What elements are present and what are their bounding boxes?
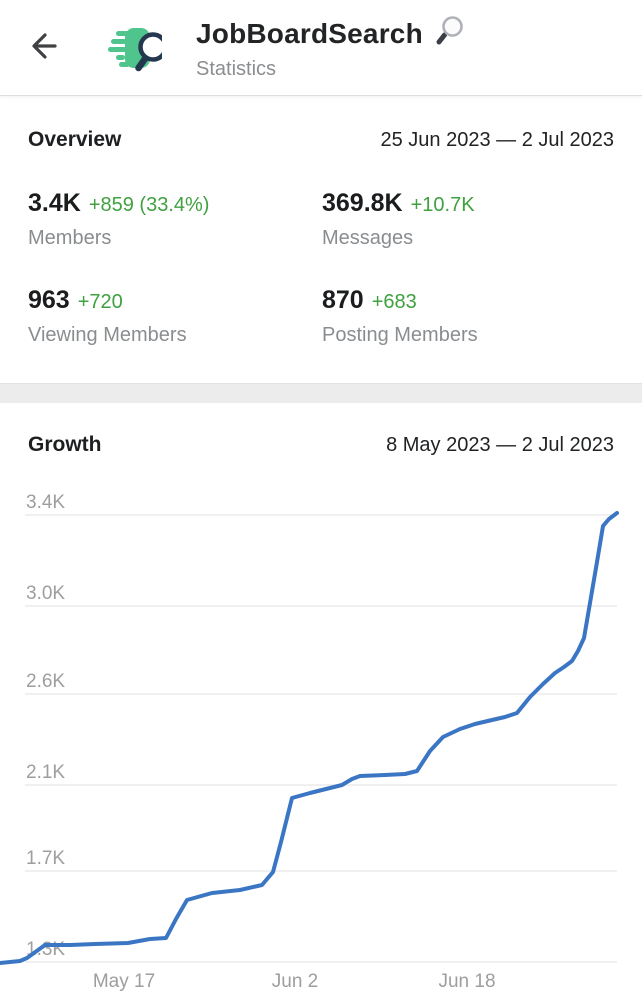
y-axis-label: 3.4K (26, 492, 65, 513)
x-axis-label: Jun 18 (438, 971, 495, 992)
y-axis-label: 2.1K (26, 762, 65, 783)
overview-heading: Overview (28, 128, 122, 151)
y-axis-label: 1.7K (26, 848, 65, 869)
y-axis-label: 2.6K (26, 671, 65, 692)
stat-label: Members (28, 227, 112, 249)
growth-section: Growth 8 May 2023 — 2 Jul 2023 3.4K 3.0K 2… (0, 403, 642, 994)
stat-value: 369.8K (322, 189, 403, 217)
stat-label: Viewing Members (28, 324, 187, 346)
channel-avatar[interactable] (104, 19, 168, 77)
x-axis-label: May 17 (93, 971, 155, 992)
stat-messages: 369.8K +10.7K Messages (322, 189, 614, 250)
stat-viewing-members: 963 +720 Viewing Members (28, 286, 322, 347)
overview-section: Overview 25 Jun 2023 — 2 Jul 2023 3.4K +… (0, 96, 642, 383)
x-axis-label: Jun 2 (272, 971, 318, 992)
jobboardsearch-logo-icon (104, 27, 168, 81)
stat-members: 3.4K +859 (33.4%) Members (28, 189, 322, 250)
stat-delta: +683 (371, 291, 417, 313)
stat-value: 870 (322, 286, 364, 314)
back-button[interactable] (18, 24, 66, 72)
stat-delta: +720 (77, 291, 123, 313)
growth-heading: Growth (28, 433, 102, 456)
stats-grid: 3.4K +859 (33.4%) Members 369.8K +10.7K … (28, 189, 614, 383)
stat-value: 3.4K (28, 189, 81, 217)
magnifier-emoji-icon (432, 14, 466, 53)
stat-posting-members: 870 +683 Posting Members (322, 286, 614, 347)
section-divider (0, 383, 642, 403)
stat-label: Posting Members (322, 324, 478, 346)
overview-date-range: 25 Jun 2023 — 2 Jul 2023 (380, 129, 614, 151)
stat-delta: +10.7K (410, 194, 475, 216)
stat-delta: +859 (33.4%) (88, 194, 210, 216)
stat-label: Messages (322, 227, 414, 249)
title-block: JobBoardSearch Statistics (196, 14, 466, 81)
y-axis-label: 3.0K (26, 583, 65, 604)
page-title: JobBoardSearch (196, 17, 423, 49)
page-subtitle: Statistics (196, 58, 277, 80)
growth-date-range: 8 May 2023 — 2 Jul 2023 (386, 434, 614, 456)
stat-value: 963 (28, 286, 70, 314)
growth-series-line (0, 511, 619, 965)
back-arrow-icon (24, 28, 60, 67)
top-bar: JobBoardSearch Statistics (0, 0, 642, 96)
